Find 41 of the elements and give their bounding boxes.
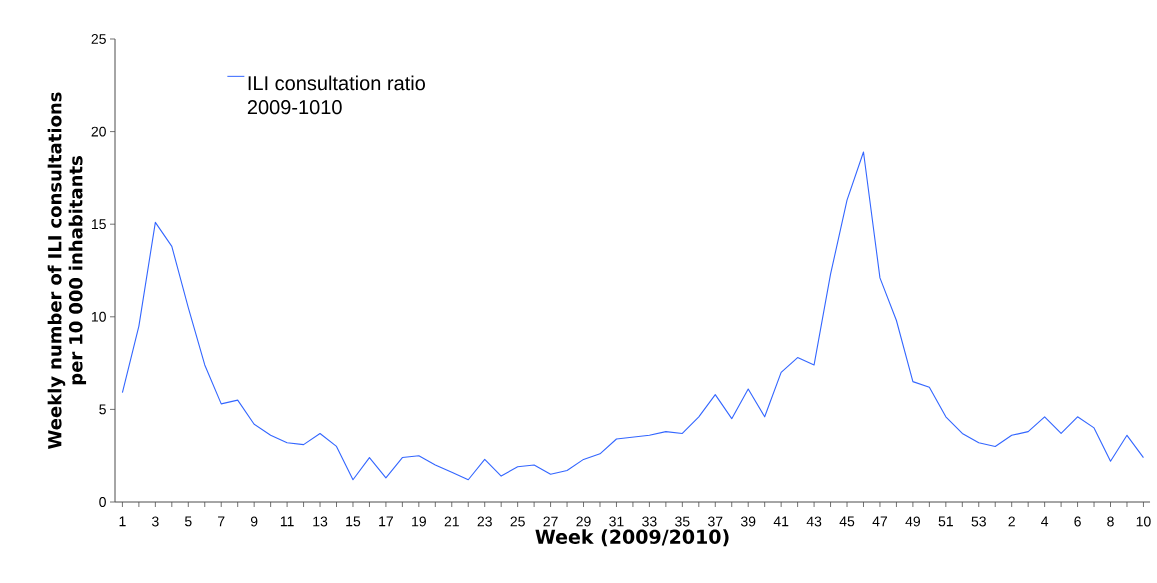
legend-label: ILI consultation ratio 2009-1010 xyxy=(247,75,425,115)
x-tick-label: 9 xyxy=(250,516,258,527)
x-tick-label: 51 xyxy=(938,516,953,527)
x-tick-label: 8 xyxy=(1107,516,1114,527)
x-tick-label: 11 xyxy=(280,516,294,527)
x-tick-label: 17 xyxy=(379,516,393,527)
x-tick-label: 21 xyxy=(444,516,459,527)
y-tick-label: 25 xyxy=(91,34,106,44)
x-tick-label: 53 xyxy=(971,516,986,527)
x-tick-label: 49 xyxy=(905,516,921,527)
x-tick-label: 10 xyxy=(1136,516,1151,527)
y-tick-label: 15 xyxy=(91,219,106,230)
x-tick-label: 47 xyxy=(872,516,888,527)
x-tick-label: 35 xyxy=(675,516,690,527)
x-tick-label: 1 xyxy=(119,516,126,527)
x-tick-label: 43 xyxy=(806,516,822,527)
x-tick-label: 7 xyxy=(218,516,225,527)
x-tick-label: 29 xyxy=(576,516,591,527)
x-tick-label: 5 xyxy=(184,516,192,527)
x-tick-label: 45 xyxy=(839,516,855,527)
x-tick-label: 31 xyxy=(609,516,624,527)
y-tick-label: 5 xyxy=(99,404,106,415)
y-tick-label: 0 xyxy=(99,497,106,507)
y-tick-label: 10 xyxy=(91,311,106,322)
y-axis-title: Weekly number of ILI consultations per 10 000 inhabitants xyxy=(47,92,87,449)
x-tick-label: 37 xyxy=(708,516,723,527)
x-tick-label: 6 xyxy=(1074,516,1081,527)
y-tick-label: 20 xyxy=(91,126,106,137)
x-tick-label: 4 xyxy=(1041,516,1049,527)
x-tick-label: 13 xyxy=(313,516,328,527)
x-tick-label: 15 xyxy=(346,516,361,527)
x-tick-label: 25 xyxy=(510,516,525,527)
x-tick-label: 23 xyxy=(477,516,492,527)
x-tick-label: 39 xyxy=(740,516,756,527)
x-tick-label: 2 xyxy=(1008,516,1015,527)
x-axis-title: Week (2009/2010) xyxy=(535,529,729,547)
x-tick-label: 41 xyxy=(773,516,789,527)
x-tick-label: 19 xyxy=(412,516,426,527)
x-tick-label: 33 xyxy=(642,516,657,527)
x-tick-label: 3 xyxy=(151,516,159,527)
x-tick-label: 27 xyxy=(543,516,558,527)
